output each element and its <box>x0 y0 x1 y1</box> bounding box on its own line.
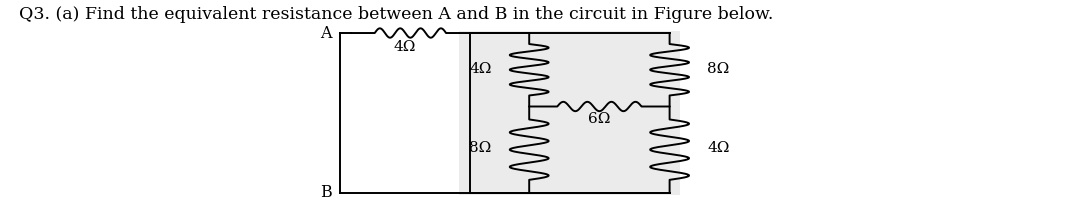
Text: B: B <box>320 184 332 201</box>
Text: 4Ω: 4Ω <box>394 40 416 54</box>
Text: 4Ω: 4Ω <box>707 141 730 155</box>
Text: 4Ω: 4Ω <box>469 62 491 76</box>
Text: A: A <box>320 24 332 42</box>
FancyBboxPatch shape <box>459 31 680 195</box>
Text: Q3. (a) Find the equivalent resistance between A and B in the circuit in Figure : Q3. (a) Find the equivalent resistance b… <box>19 6 773 23</box>
Text: 6Ω: 6Ω <box>589 112 610 126</box>
Text: 8Ω: 8Ω <box>469 141 491 155</box>
Text: 8Ω: 8Ω <box>707 62 730 76</box>
